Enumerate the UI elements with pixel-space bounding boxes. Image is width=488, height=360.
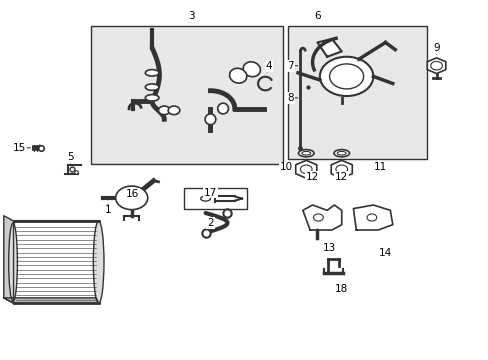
Circle shape bbox=[168, 106, 180, 114]
Text: 5: 5 bbox=[67, 152, 74, 162]
Ellipse shape bbox=[93, 221, 104, 303]
Circle shape bbox=[313, 214, 323, 221]
Polygon shape bbox=[330, 160, 351, 178]
Text: 15: 15 bbox=[13, 143, 26, 153]
Ellipse shape bbox=[333, 150, 349, 157]
Text: 6: 6 bbox=[313, 11, 320, 21]
Circle shape bbox=[158, 106, 170, 114]
Ellipse shape bbox=[145, 69, 159, 76]
Polygon shape bbox=[427, 58, 445, 73]
Circle shape bbox=[430, 62, 442, 70]
Ellipse shape bbox=[145, 95, 159, 101]
Circle shape bbox=[335, 165, 347, 174]
Bar bbox=[287, 26, 426, 158]
Polygon shape bbox=[317, 39, 341, 57]
Text: 12: 12 bbox=[305, 172, 319, 182]
Polygon shape bbox=[4, 298, 99, 303]
Circle shape bbox=[366, 214, 376, 221]
Text: 7: 7 bbox=[287, 61, 293, 71]
Polygon shape bbox=[295, 160, 316, 178]
Ellipse shape bbox=[217, 103, 228, 114]
Ellipse shape bbox=[243, 62, 260, 77]
Bar bbox=[91, 26, 283, 164]
Text: 11: 11 bbox=[373, 162, 386, 172]
Ellipse shape bbox=[204, 114, 215, 125]
Text: 2: 2 bbox=[207, 218, 213, 228]
Polygon shape bbox=[4, 216, 14, 303]
Text: 3: 3 bbox=[187, 11, 194, 21]
Ellipse shape bbox=[301, 152, 310, 155]
Bar bbox=[183, 188, 246, 209]
Text: 8: 8 bbox=[287, 93, 293, 103]
Circle shape bbox=[329, 64, 363, 89]
Text: 1: 1 bbox=[105, 205, 111, 215]
Text: 9: 9 bbox=[432, 43, 439, 53]
Ellipse shape bbox=[9, 223, 18, 301]
Circle shape bbox=[116, 186, 147, 210]
Text: 13: 13 bbox=[322, 243, 336, 253]
Text: 14: 14 bbox=[378, 248, 391, 258]
Ellipse shape bbox=[229, 68, 246, 83]
Polygon shape bbox=[302, 205, 341, 230]
Circle shape bbox=[300, 165, 311, 174]
Ellipse shape bbox=[201, 196, 210, 201]
Text: 4: 4 bbox=[265, 61, 271, 71]
Text: 16: 16 bbox=[126, 189, 139, 199]
Polygon shape bbox=[353, 205, 392, 230]
Ellipse shape bbox=[298, 150, 313, 157]
Text: 18: 18 bbox=[334, 284, 347, 294]
FancyBboxPatch shape bbox=[14, 221, 99, 303]
Ellipse shape bbox=[337, 152, 346, 155]
Text: 17: 17 bbox=[203, 188, 217, 198]
Ellipse shape bbox=[145, 84, 159, 90]
Text: 10: 10 bbox=[280, 162, 293, 172]
Text: 12: 12 bbox=[334, 172, 347, 182]
Circle shape bbox=[319, 57, 372, 96]
